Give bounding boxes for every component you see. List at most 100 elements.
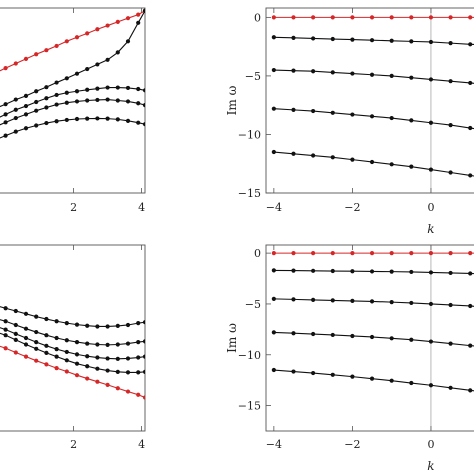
data-point <box>85 98 90 103</box>
data-point <box>136 370 141 375</box>
data-point <box>105 23 110 28</box>
data-point <box>44 120 49 126</box>
data-point <box>428 301 434 307</box>
data-point <box>369 334 375 340</box>
data-point <box>350 157 355 162</box>
data-point <box>291 35 296 40</box>
data-point <box>369 38 375 43</box>
data-point <box>409 39 414 44</box>
data-point <box>13 61 18 66</box>
data-point <box>34 52 39 57</box>
data-point <box>95 86 100 91</box>
data-point <box>330 110 335 115</box>
plot-frame <box>265 244 474 432</box>
data-point <box>142 320 145 325</box>
data-point <box>389 38 394 43</box>
data-point <box>350 112 355 117</box>
x-tick-label: 2 <box>70 438 77 451</box>
data-point <box>74 89 80 94</box>
data-point <box>136 86 141 92</box>
series-line-4 <box>0 332 145 373</box>
data-point <box>105 97 110 102</box>
plot-area <box>271 251 474 393</box>
data-point <box>44 316 49 322</box>
data-point <box>448 15 453 20</box>
y-tick-label: −15 <box>238 400 261 413</box>
x-tick-label: 0 <box>427 201 434 214</box>
data-point <box>291 151 296 156</box>
data-point <box>95 116 100 121</box>
data-point <box>105 116 110 121</box>
data-point <box>105 368 110 373</box>
data-point <box>330 70 335 75</box>
data-point <box>428 339 434 344</box>
y-axis-label: Im ω <box>225 85 239 115</box>
data-point <box>468 388 473 393</box>
data-point <box>74 99 80 104</box>
data-point <box>428 15 434 20</box>
data-point <box>54 366 59 371</box>
data-point <box>23 56 29 61</box>
data-point <box>311 108 316 114</box>
data-point <box>74 361 80 366</box>
data-point <box>115 342 120 347</box>
panel-bottom-right: −4 −2 0 0 −5 −10 −15 k Im ω <box>225 244 474 473</box>
data-point <box>64 100 69 105</box>
data-point <box>115 386 120 391</box>
data-point <box>95 324 100 329</box>
data-point <box>74 71 80 76</box>
data-point <box>85 31 90 36</box>
data-point <box>409 118 414 123</box>
data-point <box>23 326 29 331</box>
data-point <box>136 101 141 106</box>
data-point <box>389 73 394 79</box>
data-point <box>311 36 316 41</box>
series-line-1 <box>0 306 145 328</box>
data-point <box>428 270 434 275</box>
data-point <box>330 155 335 160</box>
data-point <box>136 20 141 25</box>
data-point <box>389 115 394 121</box>
data-point <box>34 339 39 345</box>
data-point <box>95 342 100 347</box>
data-point <box>13 350 18 355</box>
data-point <box>142 395 145 400</box>
data-point <box>271 330 276 335</box>
data-point <box>311 370 316 376</box>
data-point <box>428 39 434 45</box>
series-line-2 <box>273 269 474 275</box>
data-point <box>468 80 473 86</box>
data-point <box>291 107 296 112</box>
data-point <box>85 323 90 328</box>
y-tick-label: −10 <box>238 349 261 362</box>
data-point <box>13 129 18 134</box>
data-point <box>409 337 414 342</box>
data-point <box>64 321 69 326</box>
data-point <box>34 329 39 335</box>
data-point <box>34 108 39 113</box>
data-point <box>428 77 434 82</box>
data-point <box>448 251 453 256</box>
data-point <box>64 338 69 343</box>
data-point <box>85 341 90 346</box>
series-line-3 <box>0 327 145 360</box>
data-point <box>3 102 8 107</box>
data-point <box>54 319 59 324</box>
data-point <box>54 43 59 49</box>
data-point <box>34 358 39 363</box>
series-line-4 <box>273 331 474 347</box>
data-point <box>13 115 18 121</box>
data-point <box>330 36 335 42</box>
data-point <box>125 16 131 21</box>
data-point <box>125 322 131 328</box>
data-point <box>142 103 145 108</box>
data-point <box>125 118 131 123</box>
data-point <box>369 269 375 274</box>
plot-frame <box>0 244 146 432</box>
data-point <box>409 251 414 256</box>
data-point <box>311 268 316 273</box>
data-point <box>23 103 29 109</box>
panel-top-right: −4 −2 0 0 −5 −10 −15 k Im ω <box>225 7 474 236</box>
series-line-2 <box>0 319 145 346</box>
data-point <box>54 335 59 341</box>
